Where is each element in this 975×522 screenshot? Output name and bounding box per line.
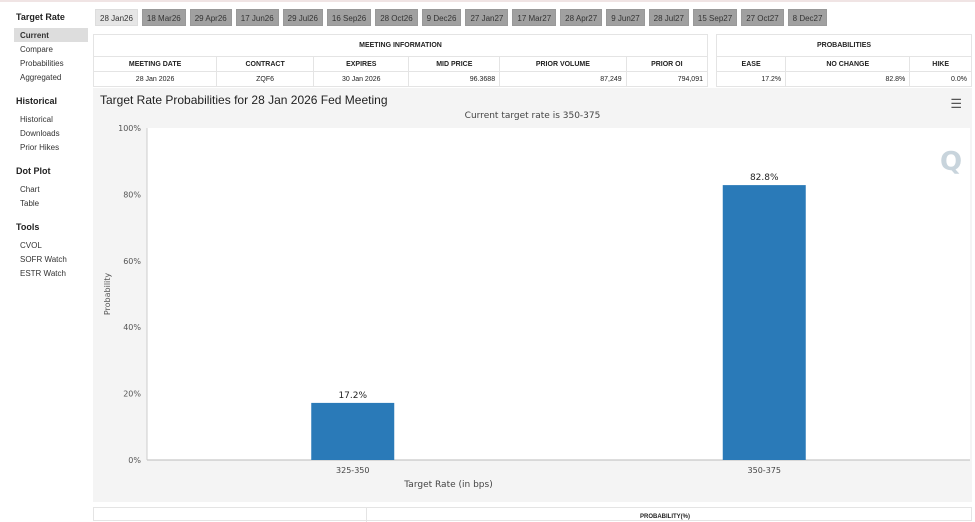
probabilities-title: PROBABILITIES [716,34,972,57]
sidebar-item-compare[interactable]: Compare [20,45,53,54]
chart-subtitle: Current target rate is 350-375 [464,111,601,121]
plot-area [147,128,970,460]
col-header: PRIOR VOLUME [499,56,627,72]
tab-meeting[interactable]: 17 Jun26 [235,9,279,26]
sidebar-section-title: Dot Plot [16,166,51,176]
col-header: EXPIRES [313,56,410,72]
sidebar-item-historical[interactable]: Historical [20,115,53,124]
sidebar-item-sofr-watch[interactable]: SOFR Watch [20,255,67,264]
y-tick-label: 20% [123,390,141,399]
y-tick-label: 100% [118,124,141,133]
probabilities-table: PROBABILITIES EASE NO CHANGE HIKE 17.2% 82.… [715,34,972,87]
watermark-q-logo-icon: Q [940,147,962,177]
meeting-tabs: 28 Jan26 18 Mar26 29 Apr26 17 Jun26 29 Jul26… [95,9,828,26]
data-label: 82.8% [750,173,779,183]
tab-meeting[interactable]: 27 Oct27 [741,9,784,26]
chart-panel: Target Rate Probabilities for 28 Jan 202… [93,88,972,502]
sidebar: Target Rate Current Compare Probabilities Ag… [14,10,88,280]
tab-meeting[interactable]: 28 Oct26 [375,9,418,26]
x-tick-label: 350-375 [748,466,781,475]
y-axis-title: Probability [103,273,112,316]
sidebar-item-cvol[interactable]: CVOL [20,241,42,250]
prior-volume: 87,249 [499,71,627,87]
probability-table: PROBABILITY(%) [93,507,972,522]
sidebar-item-aggregated[interactable]: Aggregated [20,73,62,82]
y-tick-label: 40% [123,323,141,332]
sidebar-item-downloads[interactable]: Downloads [20,129,60,138]
sidebar-item-current[interactable]: Current [14,28,88,42]
bar-325-350 [311,402,395,460]
tab-meeting[interactable]: 8 Dec27 [787,9,828,26]
top-border [0,0,975,2]
hamburger-icon[interactable]: ☰ [950,96,962,111]
meeting-info-title: MEETING INFORMATION [93,34,708,57]
tab-meeting[interactable]: 29 Jul26 [282,9,323,26]
tab-meeting[interactable]: 29 Apr26 [189,9,232,26]
sidebar-item-estr-watch[interactable]: ESTR Watch [20,269,66,278]
sidebar-section-title: Target Rate [16,12,65,22]
tab-meeting[interactable]: 16 Sep26 [326,9,372,26]
sidebar-item-probabilities[interactable]: Probabilities [20,59,64,68]
tab-meeting[interactable]: 9 Dec26 [421,9,462,26]
col-header: HIKE [909,56,972,72]
bar-chart: 0% 20% 40% 60% 80% 100% 17.2% 325-350 82.8% 350-3… [103,124,970,490]
col-header: MID PRICE [408,56,501,72]
tab-meeting[interactable]: 28 Jan26 [95,9,138,26]
tab-meeting[interactable]: 15 Sep27 [692,9,738,26]
x-axis-title: Target Rate (in bps) [403,480,492,490]
y-tick-label: 60% [123,257,141,266]
ease-value: 17.2% [715,71,787,87]
mid-price: 96.3688 [408,71,501,87]
y-tick-label: 0% [128,456,141,465]
meeting-date: 28 Jan 2026 [92,71,218,87]
contract: ZQF6 [216,71,315,87]
sidebar-section-title: Tools [16,222,40,232]
tab-meeting[interactable]: 17 Mar27 [512,9,557,26]
col-header: EASE [715,56,787,72]
chart-title: Target Rate Probabilities for 28 Jan 202… [100,93,388,107]
col-header: CONTRACT [216,56,315,72]
col-header: PRIOR OI [625,56,709,72]
bar-350-375 [722,185,806,460]
col-header: MEETING DATE [92,56,218,72]
sidebar-item-table[interactable]: Table [20,199,40,208]
expires: 30 Jan 2026 [313,71,410,87]
x-tick-label: 325-350 [336,466,369,475]
col-header: NO CHANGE [785,56,911,72]
prior-oi: 794,091 [625,71,709,87]
probability-header: PROBABILITY(%) [640,514,690,520]
hike-value: 0.0% [909,71,972,87]
data-label: 17.2% [338,391,367,401]
sidebar-section-title: Historical [16,96,58,106]
sidebar-item-prior-hikes[interactable]: Prior Hikes [20,143,60,152]
tab-meeting[interactable]: 28 Jul27 [648,9,689,26]
y-tick-label: 80% [123,190,141,199]
tab-meeting[interactable]: 27 Jan27 [465,9,509,26]
meeting-info-table: MEETING INFORMATION MEETING DATE CONTRACT… [92,34,709,87]
tab-meeting[interactable]: 28 Apr27 [560,9,603,26]
sidebar-item-chart[interactable]: Chart [20,185,40,194]
no-change-value: 82.8% [785,71,911,87]
tab-meeting[interactable]: 18 Mar26 [141,9,186,26]
tab-meeting[interactable]: 9 Jun27 [606,9,645,26]
